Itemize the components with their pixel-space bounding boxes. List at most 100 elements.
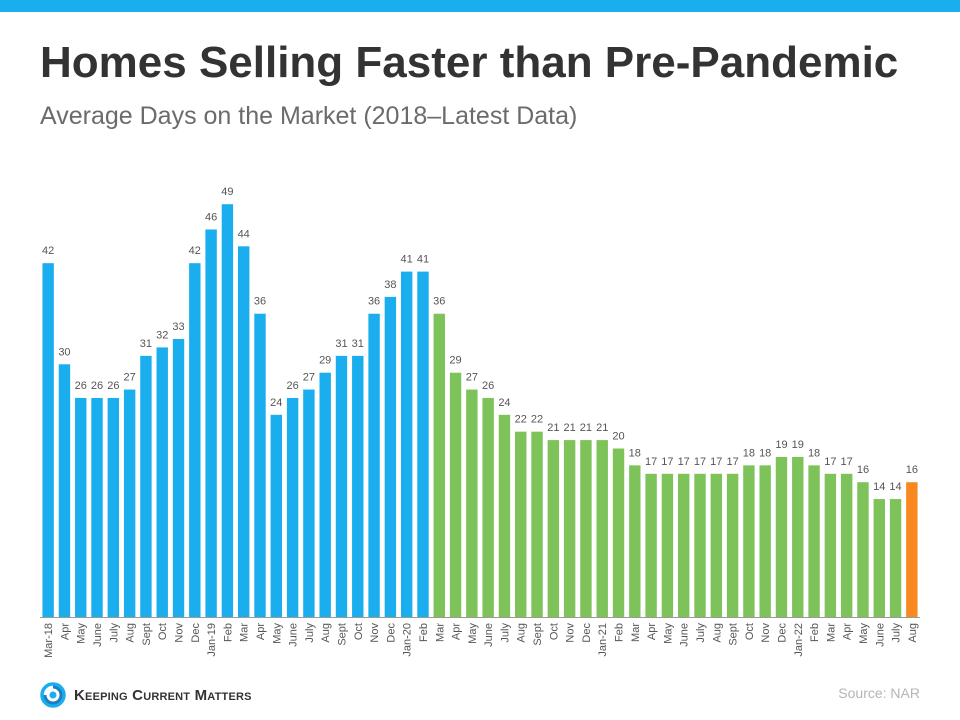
data-label-30: 22	[531, 414, 543, 426]
data-label-42: 17	[726, 456, 738, 468]
bar-15	[286, 397, 299, 617]
x-tick-label-10: Jan-19	[206, 623, 218, 657]
data-label-40: 17	[694, 456, 706, 468]
x-tick-label-19: Oct	[353, 623, 365, 640]
bar-4	[107, 397, 120, 617]
x-tick-label-13: Apr	[255, 623, 267, 640]
bar-28	[498, 414, 511, 617]
x-tick-label-50: May	[858, 623, 870, 644]
x-tick-label-20: Nov	[369, 623, 381, 643]
data-label-19: 31	[352, 338, 364, 350]
data-label-46: 19	[792, 439, 804, 451]
data-label-26: 27	[466, 372, 478, 384]
x-tick-label-0: Mar-18	[43, 623, 55, 658]
bar-23	[417, 271, 429, 617]
x-tick-label-32: Nov	[565, 623, 577, 643]
bar-42	[726, 473, 739, 617]
bar-34	[596, 440, 608, 617]
x-tick-label-52: July	[891, 623, 903, 643]
x-tick-label-46: Jan-22	[793, 623, 805, 657]
bar-17	[319, 372, 331, 617]
bar-46	[792, 456, 804, 617]
x-tick-label-2: May	[76, 623, 88, 644]
data-label-27: 26	[482, 380, 494, 392]
x-tick-label-53: Aug	[907, 623, 919, 643]
x-tick-label-36: Mar	[630, 623, 642, 642]
x-tick-label-17: Aug	[320, 623, 332, 643]
data-label-2: 26	[75, 380, 87, 392]
bar-31	[547, 440, 560, 617]
data-label-51: 14	[873, 481, 885, 493]
data-label-3: 26	[91, 380, 103, 392]
data-label-50: 16	[857, 464, 869, 476]
data-label-36: 18	[629, 447, 641, 459]
data-label-11: 49	[221, 186, 233, 198]
bar-7	[156, 347, 168, 617]
x-tick-label-44: Nov	[760, 623, 772, 643]
bar-6	[140, 355, 152, 617]
data-label-32: 21	[564, 422, 576, 434]
bar-2	[75, 397, 87, 617]
bar-38	[661, 473, 674, 617]
x-tick-label-9: Dec	[190, 623, 202, 643]
x-tick-label-30: Sept	[532, 623, 544, 646]
data-label-6: 31	[140, 338, 152, 350]
bar-40	[694, 473, 706, 617]
x-tick-label-12: Mar	[239, 623, 251, 642]
x-tick-label-33: Dec	[581, 623, 593, 643]
data-label-48: 17	[824, 456, 836, 468]
x-tick-label-15: June	[288, 623, 300, 647]
bar-3	[91, 397, 103, 617]
data-label-34: 21	[596, 422, 608, 434]
x-tick-label-45: Dec	[776, 623, 788, 643]
bar-43	[743, 465, 755, 617]
bar-52	[889, 499, 902, 617]
x-tick-label-41: Aug	[711, 623, 723, 643]
bar-33	[580, 440, 592, 617]
data-label-39: 17	[678, 456, 690, 468]
data-label-10: 46	[205, 211, 217, 223]
x-tick-label-8: Nov	[174, 623, 186, 643]
data-label-9: 42	[189, 245, 201, 257]
logo-text: Keeping Current Matters	[74, 686, 252, 704]
bar-30	[531, 431, 543, 617]
bar-14	[270, 414, 282, 617]
x-tick-label-42: Sept	[728, 623, 740, 646]
bar-16	[303, 389, 315, 617]
bar-5	[123, 389, 136, 617]
x-tick-label-37: Apr	[646, 623, 658, 640]
source-note: Source: NAR	[838, 685, 920, 701]
data-label-45: 19	[775, 439, 787, 451]
bar-19	[352, 355, 364, 617]
top-accent-bar	[0, 0, 960, 12]
x-tick-label-18: Sept	[336, 623, 348, 646]
bar-29	[515, 431, 527, 617]
x-tick-label-6: Sept	[141, 623, 153, 646]
x-tick-label-22: Jan-20	[402, 623, 414, 657]
x-tick-label-3: June	[92, 623, 104, 647]
bar-12	[238, 246, 250, 617]
x-tick-label-47: Feb	[809, 623, 821, 642]
x-tick-label-28: July	[499, 623, 511, 643]
x-tick-label-21: Dec	[385, 623, 397, 643]
x-tick-label-5: Aug	[125, 623, 137, 643]
data-label-23: 41	[417, 254, 429, 266]
x-tick-label-23: Feb	[418, 623, 430, 642]
data-label-20: 36	[368, 296, 380, 308]
x-tick-label-40: July	[695, 623, 707, 643]
data-label-53: 16	[906, 464, 918, 476]
x-tick-label-14: May	[271, 623, 283, 644]
bar-11	[221, 204, 234, 617]
x-tick-label-16: July	[304, 623, 316, 643]
chart-title: Homes Selling Faster than Pre-Pandemic	[40, 38, 899, 87]
x-tick-label-26: May	[467, 623, 479, 644]
bar-48	[824, 473, 837, 617]
bar-8	[172, 339, 185, 617]
x-tick-label-35: Feb	[614, 623, 626, 642]
data-label-0: 42	[42, 245, 54, 257]
data-label-22: 41	[401, 254, 413, 266]
data-label-17: 29	[319, 355, 331, 367]
x-tick-label-11: Feb	[222, 623, 234, 642]
chart-subtitle: Average Days on the Market (2018–Latest …	[40, 102, 578, 130]
